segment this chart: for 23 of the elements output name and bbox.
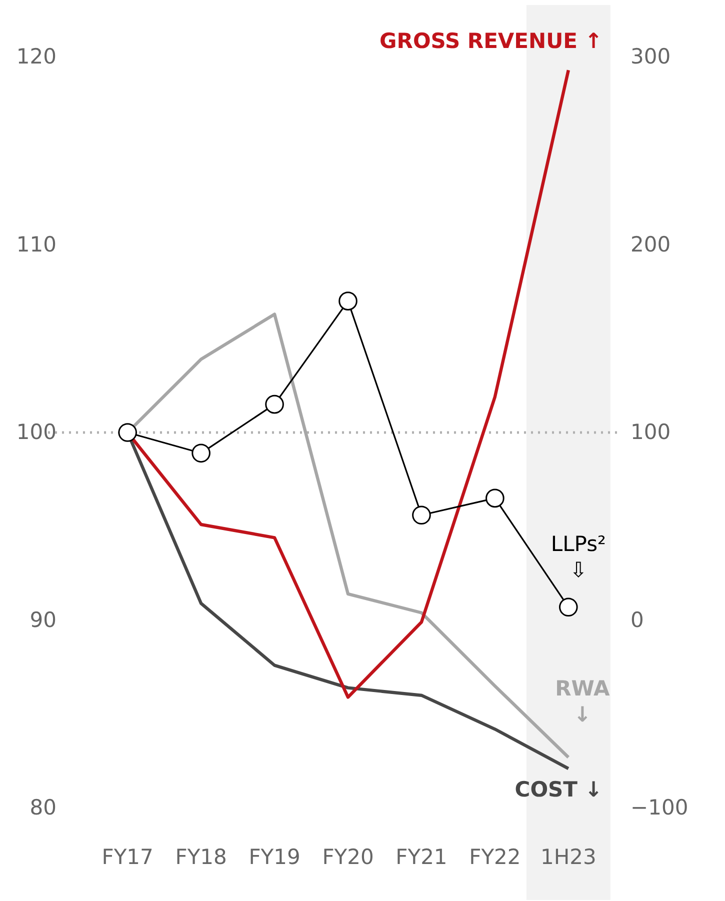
- series-label: GROSS REVENUE ↑: [380, 29, 602, 54]
- series-label: RWA ↓: [555, 676, 610, 726]
- y2-tick-label: 300: [630, 44, 671, 68]
- x-tick-label: FY20: [322, 845, 374, 869]
- y-tick-label: 80: [30, 796, 56, 820]
- y2-tick-label: 200: [630, 232, 671, 256]
- y-tick-label: 100: [16, 420, 56, 444]
- series-label: COST ↓: [514, 778, 602, 802]
- x-tick-label: FY22: [469, 845, 521, 869]
- point: [118, 423, 137, 442]
- x-tick-label: 1H23: [540, 845, 596, 869]
- y-tick-label: 90: [30, 608, 56, 632]
- x-tick-label: FY17: [102, 845, 154, 869]
- point: [559, 598, 578, 616]
- y2-tick-label: 0: [630, 608, 644, 632]
- y2-tick-label: −100: [630, 796, 688, 820]
- x-tick-label: FY18: [175, 845, 227, 869]
- series-label: LLPs² ⇩: [550, 532, 606, 582]
- x-tick-label: FY19: [248, 845, 300, 869]
- x-tick-label: FY21: [396, 845, 448, 869]
- y-tick-label: 120: [16, 44, 56, 68]
- y-tick-label: 110: [16, 232, 56, 256]
- y2-tick-label: 100: [630, 420, 671, 444]
